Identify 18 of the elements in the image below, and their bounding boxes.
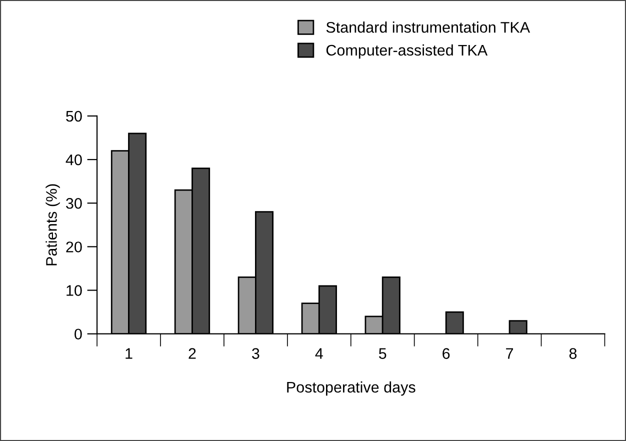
x-tick-label: 2 (188, 348, 196, 359)
y-tick-label: 10 (66, 285, 82, 296)
x-tick-label: 5 (378, 348, 386, 359)
y-axis-title: Patients (%) (46, 184, 60, 266)
y-tick-label: 40 (66, 154, 82, 166)
x-tick-label: 8 (569, 348, 577, 359)
x-tick-label: 4 (315, 348, 323, 359)
x-axis-title: Postoperative days (287, 381, 416, 396)
y-tick-label: 30 (66, 198, 82, 209)
x-tick-label: 3 (252, 348, 260, 359)
x-tick-label: 1 (126, 348, 132, 359)
x-tick-label: 7 (506, 348, 514, 359)
y-tick-label: 50 (66, 110, 82, 122)
y-tick-label: 0 (74, 328, 82, 340)
legend-label: Standard instrumentation TKA (326, 22, 530, 33)
legend-label: Computer-assisted TKA (326, 44, 488, 59)
x-tick-label: 6 (442, 348, 450, 359)
y-tick-label: 20 (66, 242, 82, 252)
